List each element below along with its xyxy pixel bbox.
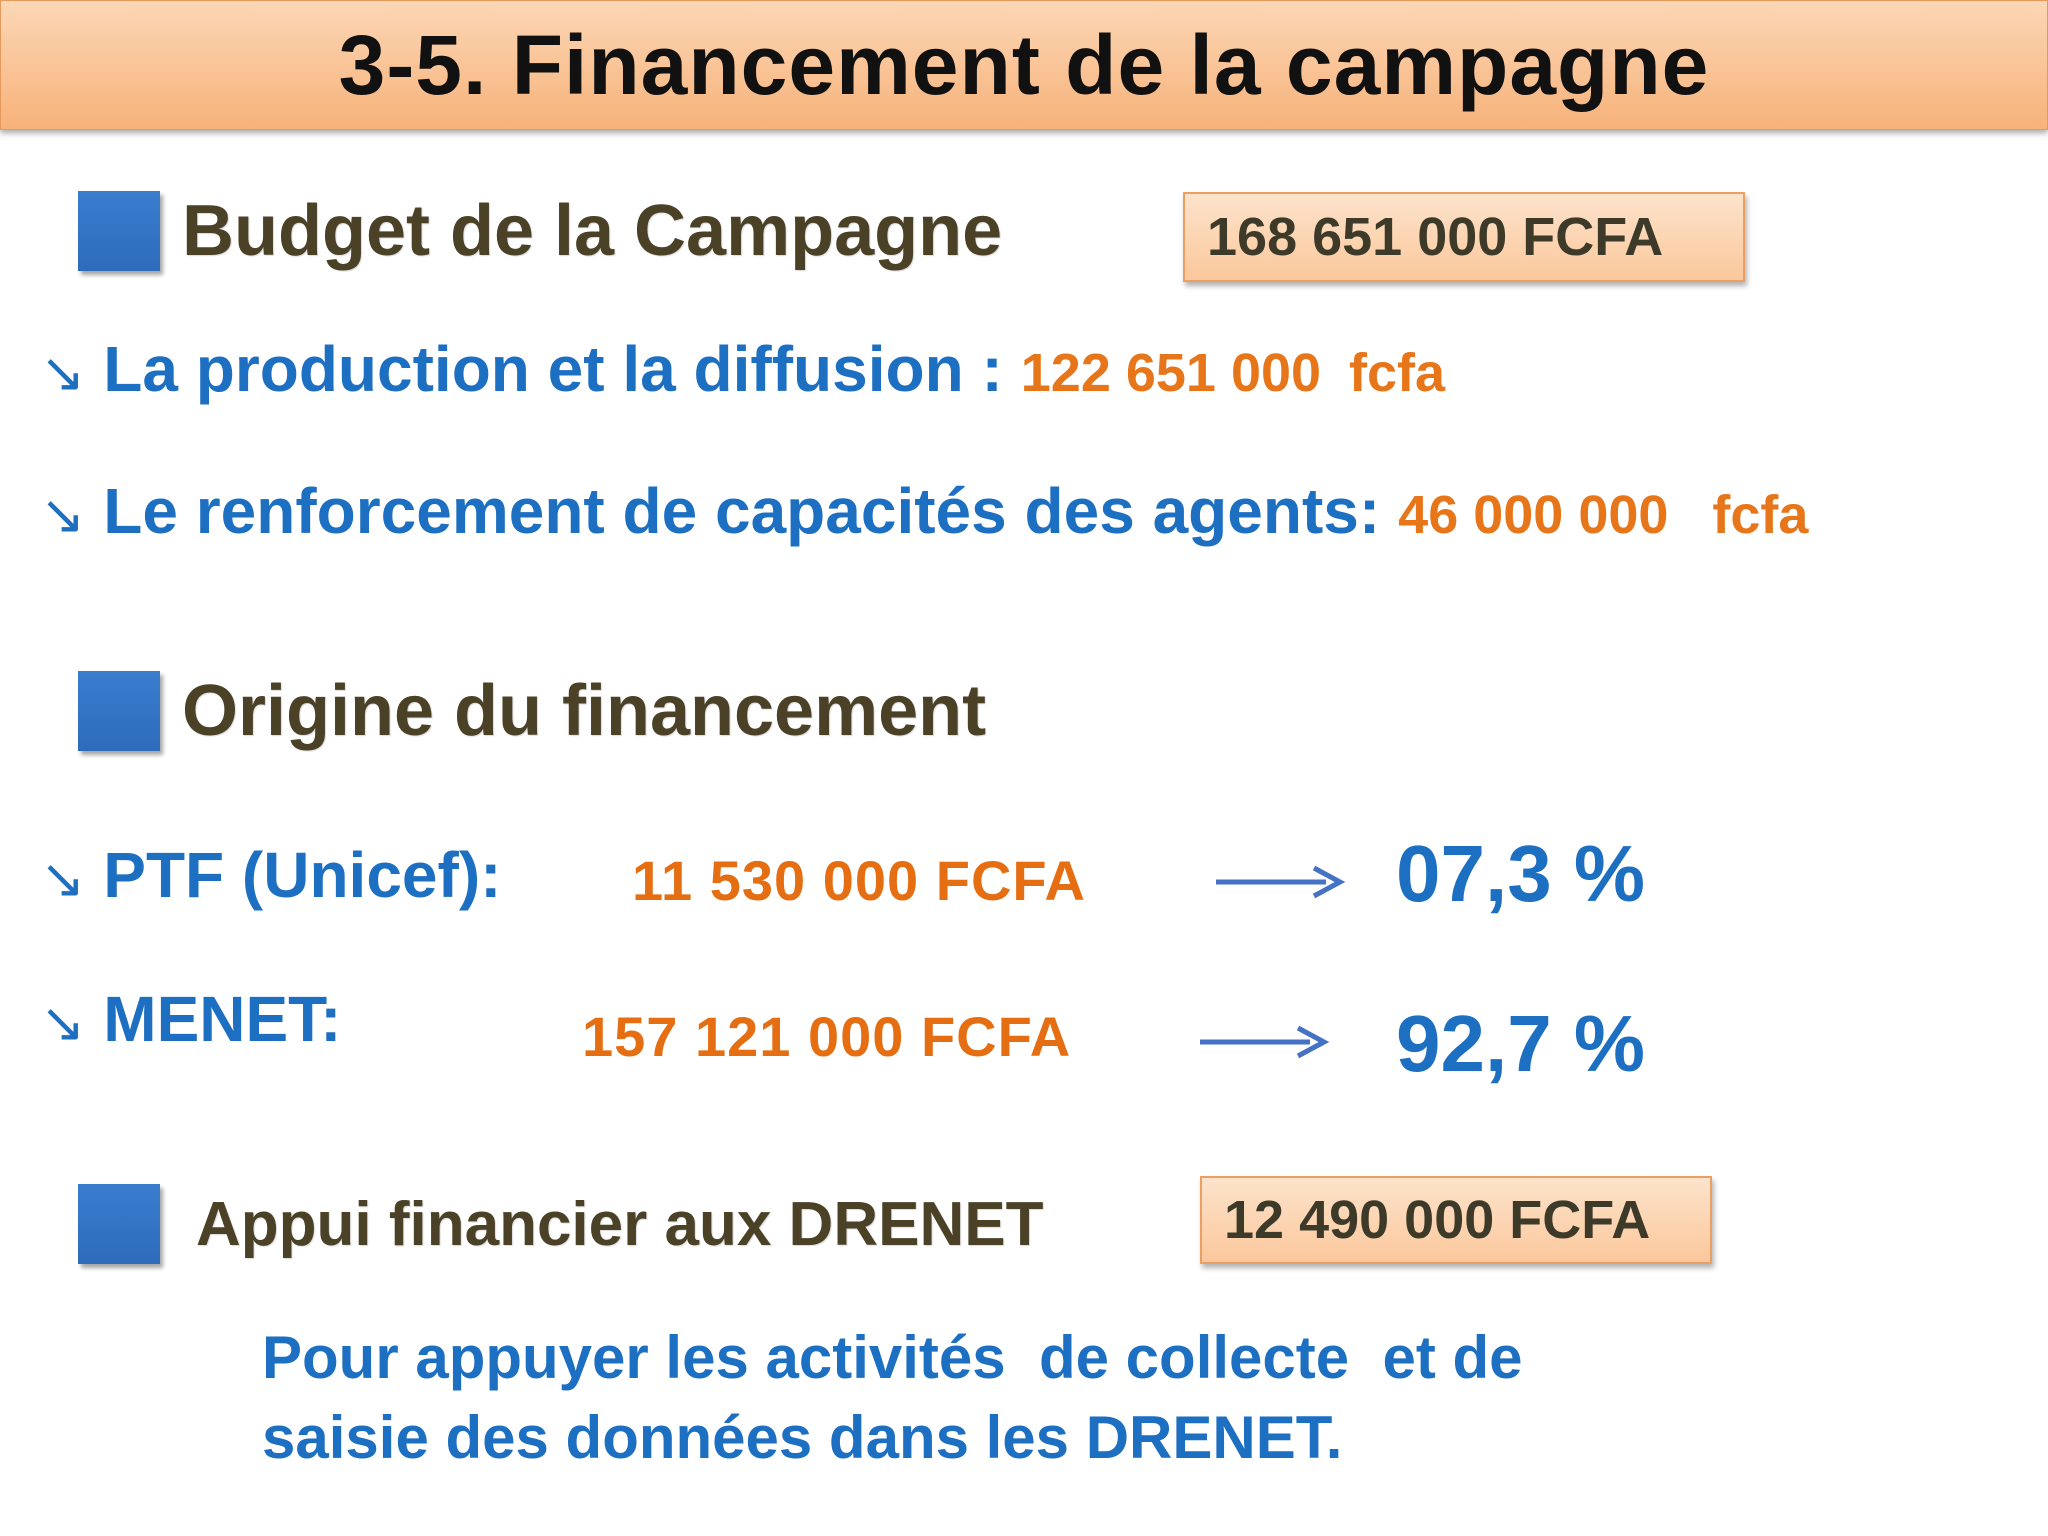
section-heading-origine: Origine du financement: [182, 671, 987, 751]
section-budget: Budget de la Campagne: [78, 190, 1002, 272]
blue-square-icon: [78, 671, 160, 751]
page-title: 3-5. Financement de la campagne: [338, 17, 1710, 112]
origine-item-label: MENET:: [103, 983, 342, 1055]
title-bar: 3-5. Financement de la campagne: [0, 0, 2048, 130]
blue-square-icon: [78, 191, 160, 271]
section-origine: Origine du financement: [78, 670, 986, 752]
appui-description-line: Pour appuyer les activités de collecte e…: [262, 1324, 1523, 1391]
budget-item-unit: fcfa: [1712, 485, 1809, 545]
origine-item-menet: ↘ MENET:: [40, 982, 341, 1056]
budget-item-amount: 122 651 000: [1020, 343, 1322, 403]
appui-description-line: saisie des données dans les DRENET.: [262, 1404, 1343, 1471]
appui-total-box: 12 490 000 FCFA: [1200, 1176, 1712, 1264]
appui-total-value: 12 490 000 FCFA: [1224, 1190, 1651, 1250]
origine-item-label: PTF (Unicef):: [103, 839, 502, 911]
blue-square-icon: [78, 1184, 160, 1264]
appui-description: Pour appuyer les activités de collecte e…: [262, 1318, 1523, 1478]
long-arrow-right-icon: [1200, 1025, 1330, 1059]
budget-item-production: ↘ La production et la diffusion : 122 65…: [40, 332, 1445, 406]
origine-percent-ptf: 07,3 %: [1396, 829, 1646, 918]
budget-item-label: La production et la diffusion :: [103, 333, 1003, 405]
arrow-down-right-icon: ↘: [40, 991, 86, 1054]
budget-item-label: Le renforcement de capacités des agents:: [103, 475, 1381, 547]
arrow-down-right-icon: ↘: [40, 341, 86, 404]
budget-item-unit: fcfa: [1349, 343, 1446, 403]
arrow-down-right-icon: ↘: [40, 847, 86, 910]
budget-item-amount: 46 000 000: [1398, 485, 1669, 545]
arrow-down-right-icon: ↘: [40, 483, 86, 546]
budget-item-renforcement: ↘ Le renforcement de capacités des agent…: [40, 474, 1808, 548]
section-heading-appui: Appui financier aux DRENET: [196, 1189, 1044, 1259]
section-heading-budget: Budget de la Campagne: [182, 191, 1003, 271]
origine-item-amount-ptf: 11 530 000 FCFA: [632, 849, 1086, 912]
budget-total-box: 168 651 000 FCFA: [1183, 192, 1745, 282]
origine-percent-menet: 92,7 %: [1396, 999, 1646, 1088]
origine-item-ptf: ↘ PTF (Unicef):: [40, 838, 501, 912]
origine-item-amount-menet: 157 121 000 FCFA: [582, 1005, 1072, 1068]
long-arrow-right-icon: [1216, 865, 1346, 899]
budget-total-value: 168 651 000 FCFA: [1207, 207, 1664, 267]
section-appui: Appui financier aux DRENET: [78, 1184, 1043, 1264]
